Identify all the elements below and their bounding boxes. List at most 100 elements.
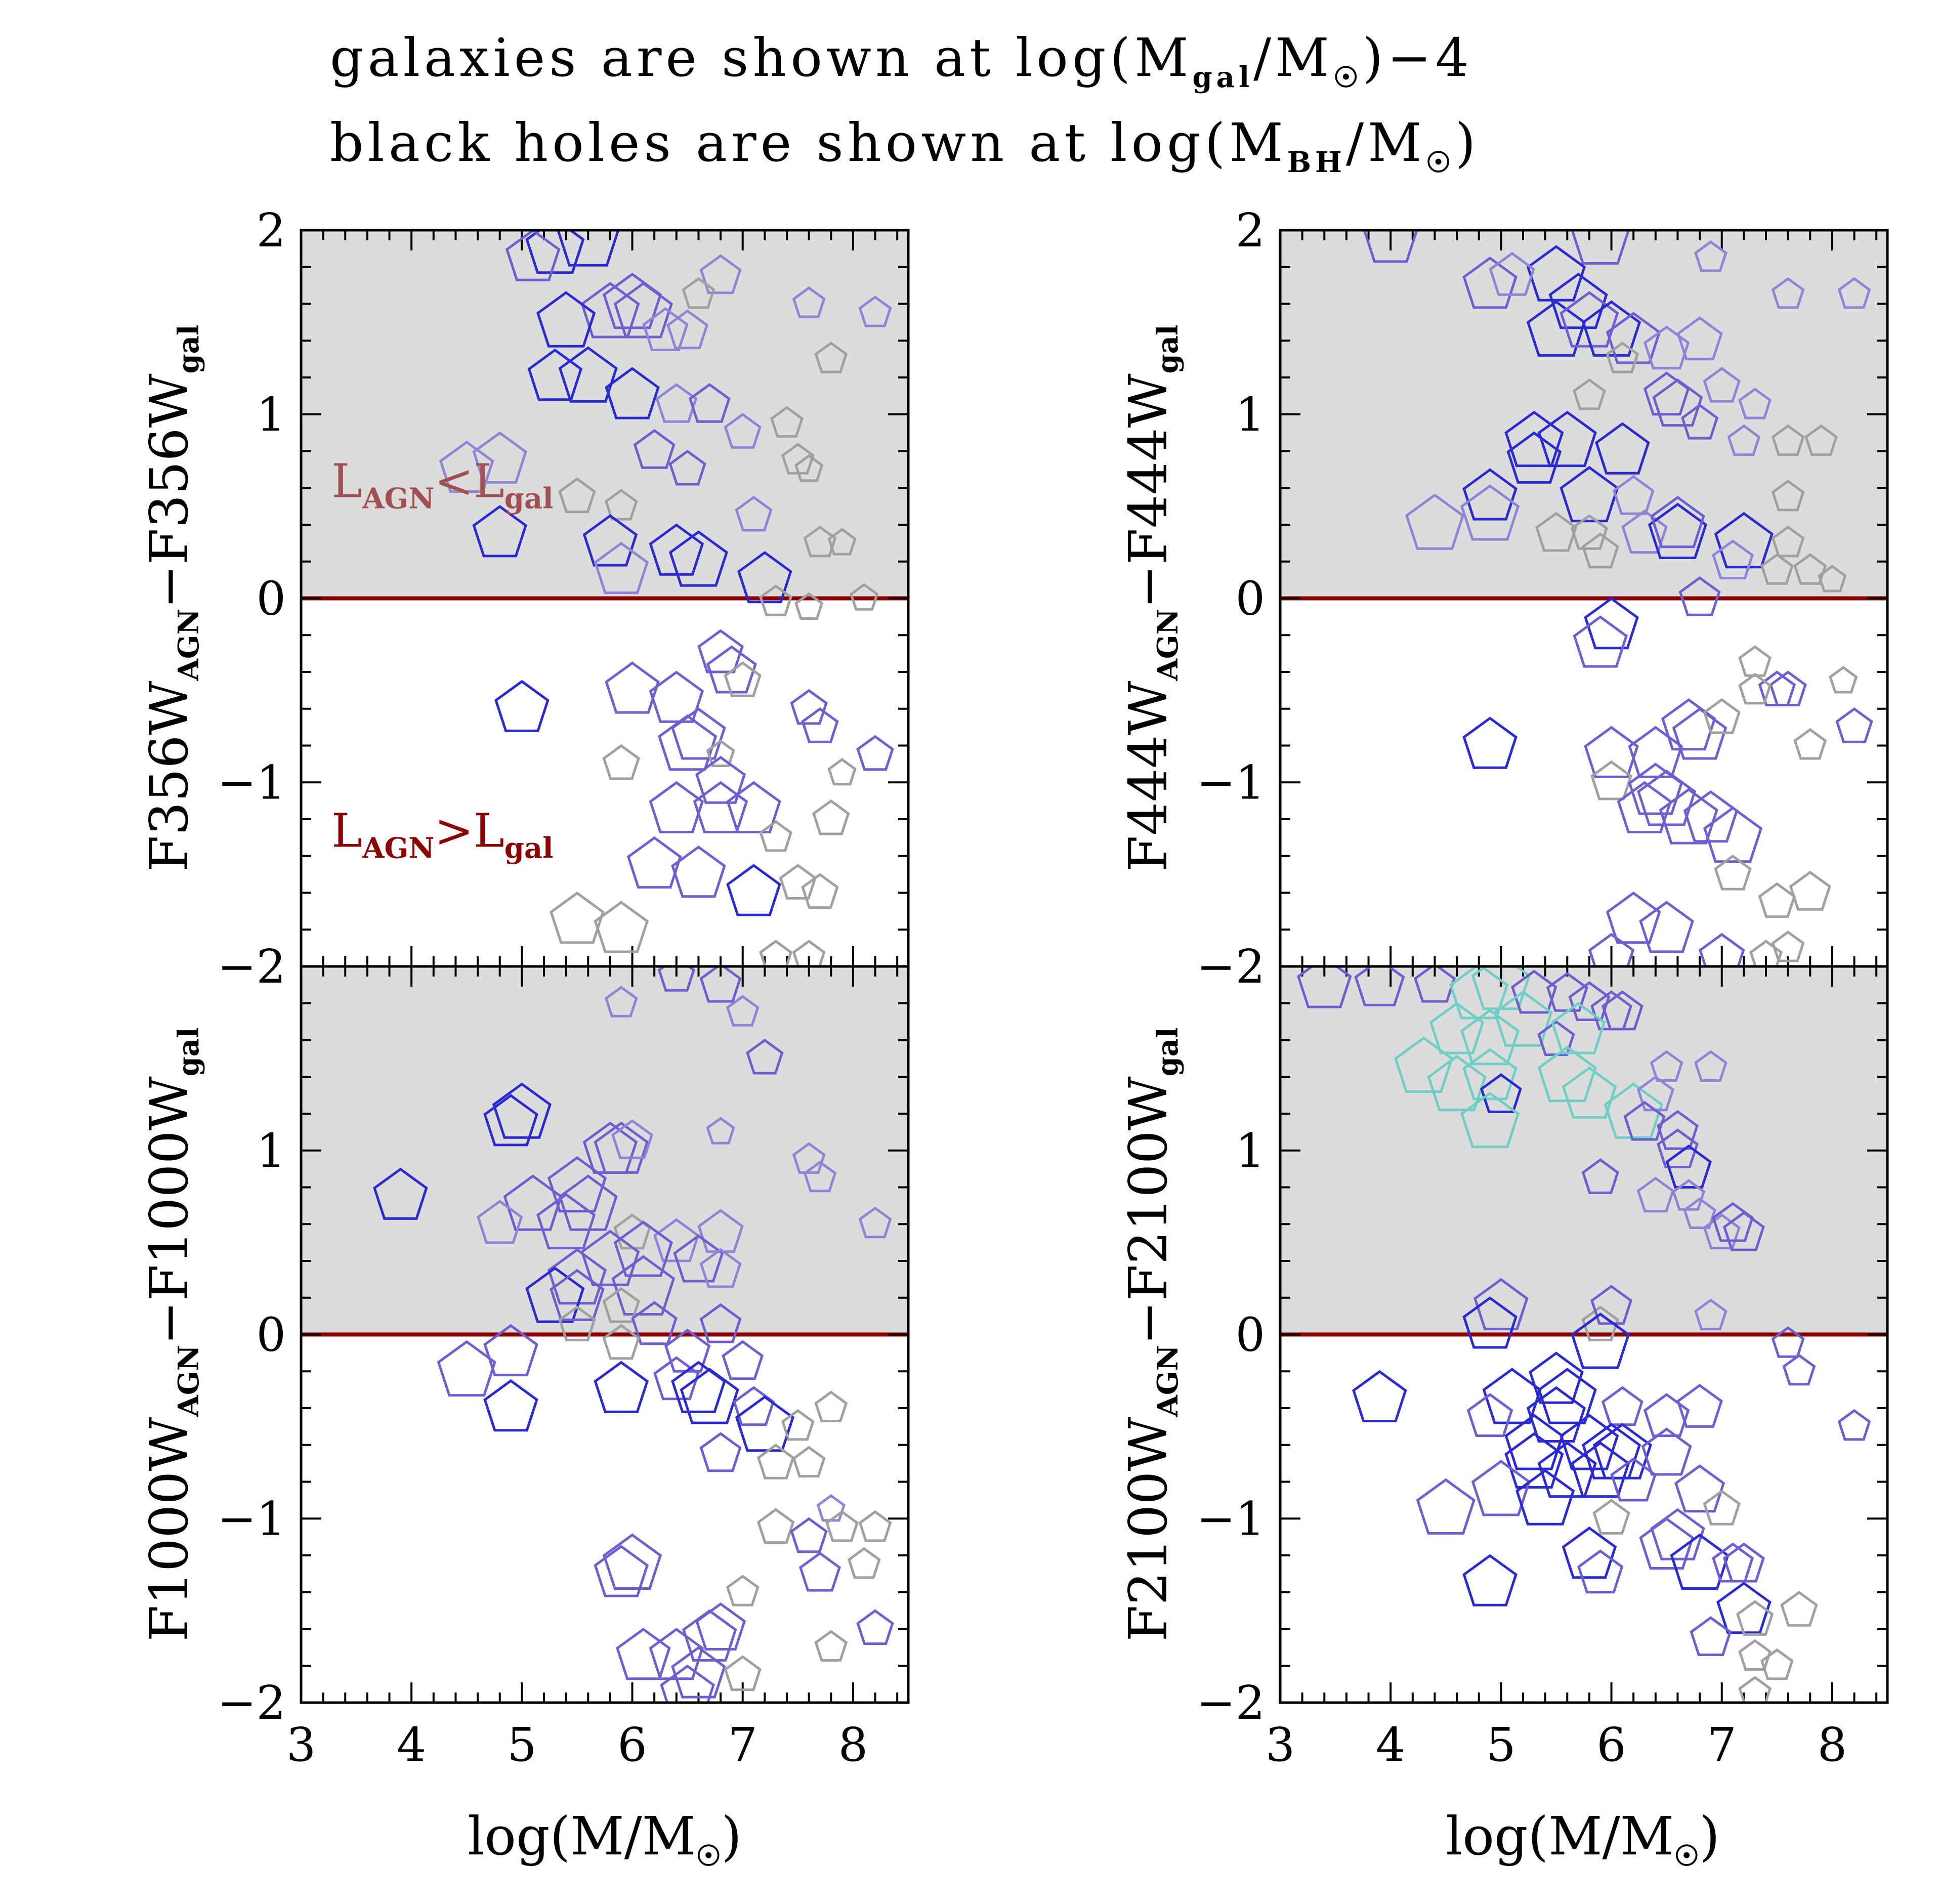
- data-point: [631, 1301, 678, 1345]
- region-label-lower: LAGN>Lgal: [331, 804, 553, 865]
- y-tick-label: −1: [1196, 755, 1265, 810]
- data-point: [1771, 930, 1805, 962]
- data-point: [1672, 707, 1728, 760]
- y-axis-title: F1000WAGN−F1000Wgal: [138, 1028, 205, 1642]
- data-point: [1652, 378, 1703, 427]
- data-point: [594, 1361, 649, 1413]
- data-point: [735, 495, 773, 532]
- data-point: [503, 1174, 563, 1231]
- data-point: [1818, 565, 1847, 593]
- y-tick-label: −2: [217, 1676, 286, 1730]
- data-point: [1650, 495, 1705, 548]
- data-point: [759, 820, 793, 852]
- region-label-upper: LAGN<Lgal: [331, 454, 553, 515]
- data-point: [1352, 1370, 1407, 1422]
- data-point: [1793, 728, 1827, 760]
- x-tick-label: 8: [1818, 1718, 1847, 1772]
- data-point: [1577, 1549, 1624, 1594]
- data-point: [1462, 468, 1518, 521]
- data-point: [472, 431, 528, 484]
- data-point: [1837, 1409, 1871, 1441]
- data-point: [1722, 1542, 1765, 1583]
- data-point: [1562, 1526, 1617, 1579]
- data-point: [850, 583, 879, 611]
- data-point: [1829, 666, 1858, 694]
- data-point: [693, 781, 748, 833]
- y-tick-label: 2: [1235, 203, 1265, 258]
- data-point: [1680, 403, 1719, 440]
- data-point: [616, 1628, 671, 1680]
- data-point: [668, 530, 729, 587]
- data-point: [699, 1248, 742, 1288]
- data-point: [653, 1356, 700, 1401]
- data-point: [1712, 539, 1754, 579]
- y-tick-label: 1: [256, 1124, 286, 1178]
- data-point: [856, 1609, 894, 1645]
- data-point: [1493, 990, 1553, 1047]
- data-point: [1617, 781, 1672, 833]
- data-point: [1548, 272, 1608, 329]
- data-point: [605, 367, 660, 419]
- data-point: [1835, 707, 1873, 743]
- data-point: [1560, 291, 1619, 348]
- data-point: [373, 1167, 428, 1220]
- data-point: [649, 523, 704, 576]
- data-point: [1590, 760, 1633, 800]
- data-point: [1515, 1469, 1575, 1526]
- data-point: [582, 514, 638, 567]
- data-point: [536, 1193, 596, 1250]
- data-point: [1703, 1490, 1741, 1526]
- data-point: [1623, 1101, 1666, 1141]
- header-line-2: black holes are shown at log(MBH/M☉): [330, 112, 1480, 179]
- data-point: [525, 230, 585, 274]
- data-point: [1581, 532, 1619, 569]
- y-tick-label: −1: [217, 755, 286, 810]
- data-point: [1480, 1073, 1522, 1113]
- data-point: [1758, 882, 1796, 918]
- data-point: [726, 864, 781, 916]
- data-point: [671, 845, 726, 898]
- data-point: [613, 282, 673, 339]
- x-tick-label: 3: [1266, 1718, 1295, 1772]
- data-point: [1427, 1054, 1487, 1112]
- ticks: [300, 229, 908, 967]
- y-tick-label: 2: [256, 203, 286, 258]
- data-point: [1462, 1554, 1518, 1606]
- panel-top-right: −2 −1 0 1 2 F444WAGN−F444Wgal: [1117, 203, 1889, 994]
- data-point: [1466, 1393, 1513, 1437]
- data-point: [1736, 1600, 1774, 1636]
- data-point: [1760, 553, 1794, 585]
- data-point: [724, 661, 762, 697]
- data-point: [505, 230, 561, 281]
- data-point: [858, 295, 892, 327]
- data-point: [671, 1646, 726, 1699]
- data-point: [756, 1508, 795, 1544]
- data-point: [483, 1094, 538, 1147]
- data-point: [1690, 1616, 1732, 1656]
- data-point: [1573, 378, 1606, 410]
- agn-fainter-region: [1280, 966, 1887, 1335]
- x-tick-label: 3: [286, 1718, 316, 1772]
- data-point: [1714, 512, 1774, 569]
- data-point: [525, 1266, 585, 1323]
- data-point: [1771, 277, 1805, 309]
- data-point: [494, 680, 550, 732]
- data-point: [1588, 933, 1635, 966]
- data-point: [1738, 1639, 1772, 1671]
- data-point: [812, 799, 850, 835]
- data-point: [1703, 698, 1741, 734]
- y-axis-title: F356WAGN−F356Wgal: [138, 325, 205, 872]
- data-point: [1571, 230, 1630, 265]
- data-point: [1526, 1386, 1586, 1443]
- x-tick-label: 7: [1707, 1718, 1737, 1772]
- x-tick-label: 5: [507, 1718, 537, 1772]
- data-point: [1804, 424, 1838, 456]
- data-point: [1581, 1158, 1619, 1194]
- data-point: [483, 1324, 538, 1377]
- data-point: [1659, 788, 1718, 844]
- data-point: [1694, 1298, 1728, 1331]
- y-tick-label: 1: [256, 388, 286, 442]
- data-point: [1612, 475, 1655, 515]
- data-point: [1703, 806, 1763, 863]
